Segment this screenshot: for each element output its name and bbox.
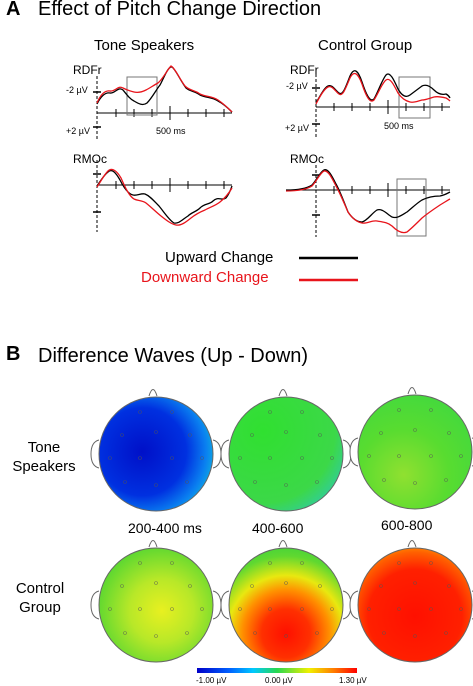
panel-a-title: Effect of Pitch Change Direction <box>38 0 322 20</box>
tone-rmoc-upward-wave <box>96 169 233 224</box>
control-rdfr-channel-label: RDFr <box>290 63 319 77</box>
control-rdfr-plot <box>312 70 451 137</box>
tone-speakers-group-label: Tone Speakers <box>94 37 195 54</box>
panel-a-letter: A <box>6 0 21 20</box>
tone-time-scale-label: 500 ms <box>156 126 186 136</box>
row-label-control-group: Control Group <box>0 579 80 617</box>
topomap-control-200-400 <box>90 540 222 663</box>
control-rmoc-channel-label: RMOc <box>290 152 324 166</box>
colorbar <box>197 668 357 673</box>
time-window-label-1: 200-400 ms <box>128 520 202 536</box>
panel-b-title: Difference Waves (Up - Down) <box>38 345 309 367</box>
tone-rdfr-channel-label: RDFr <box>73 63 102 77</box>
tone-rmoc-downward-wave <box>96 168 233 226</box>
topomap-control-400-600 <box>220 540 352 663</box>
time-window-label-3: 600-800 <box>381 517 433 533</box>
control-rmoc-plot <box>285 165 451 237</box>
time-window-label-2: 400-600 <box>252 520 304 536</box>
control-time-scale-label: 500 ms <box>384 121 414 131</box>
row-label-tone-line1: Tone <box>27 439 61 456</box>
control-rmoc-downward-wave <box>285 170 451 234</box>
control-group-label: Control Group <box>318 37 413 54</box>
colorbar-min-label: -1.00 µV <box>196 676 227 685</box>
control-rdfr-neg-scale-label: -2 µV <box>286 81 308 91</box>
tone-rmoc-plot <box>93 160 233 232</box>
control-rdfr-pos-scale-label: +2 µV <box>285 123 309 133</box>
legend-upward-label: Upward Change <box>165 249 274 266</box>
row-label-control-line1: Control <box>15 580 65 597</box>
tone-rdfr-pos-scale-label: +2 µV <box>66 126 90 136</box>
panel-b-letter: B <box>6 343 21 365</box>
tone-rdfr-upward-wave <box>96 66 233 113</box>
tone-rdfr-plot <box>93 65 233 140</box>
legend-downward-label: Downward Change <box>141 269 269 286</box>
colorbar-mid-label: 0.00 µV <box>265 676 293 685</box>
topomap-tone-400-600 <box>220 389 352 512</box>
colorbar-max-label: 1.30 µV <box>339 676 367 685</box>
topomap-tone-600-800 <box>349 387 473 510</box>
tone-rdfr-neg-scale-label: -2 µV <box>66 85 88 95</box>
topomap-tone-200-400 <box>90 389 222 512</box>
electrode-dots-row1 <box>108 408 463 487</box>
control-rdfr-upward-wave <box>315 70 451 104</box>
tone-rmoc-channel-label: RMOc <box>73 152 107 166</box>
control-rdfr-downward-wave <box>315 72 451 105</box>
topomap-control-600-800 <box>349 540 473 663</box>
erp-waveforms <box>93 65 451 282</box>
tone-rdfr-downward-wave <box>96 65 233 113</box>
row-label-control-line2: Group <box>19 599 61 616</box>
row-label-tone-speakers: Tone Speakers <box>0 438 88 476</box>
control-rmoc-upward-wave <box>285 169 451 223</box>
electrode-dots-row2 <box>108 561 463 638</box>
row-label-tone-line2: Speakers <box>12 458 76 475</box>
